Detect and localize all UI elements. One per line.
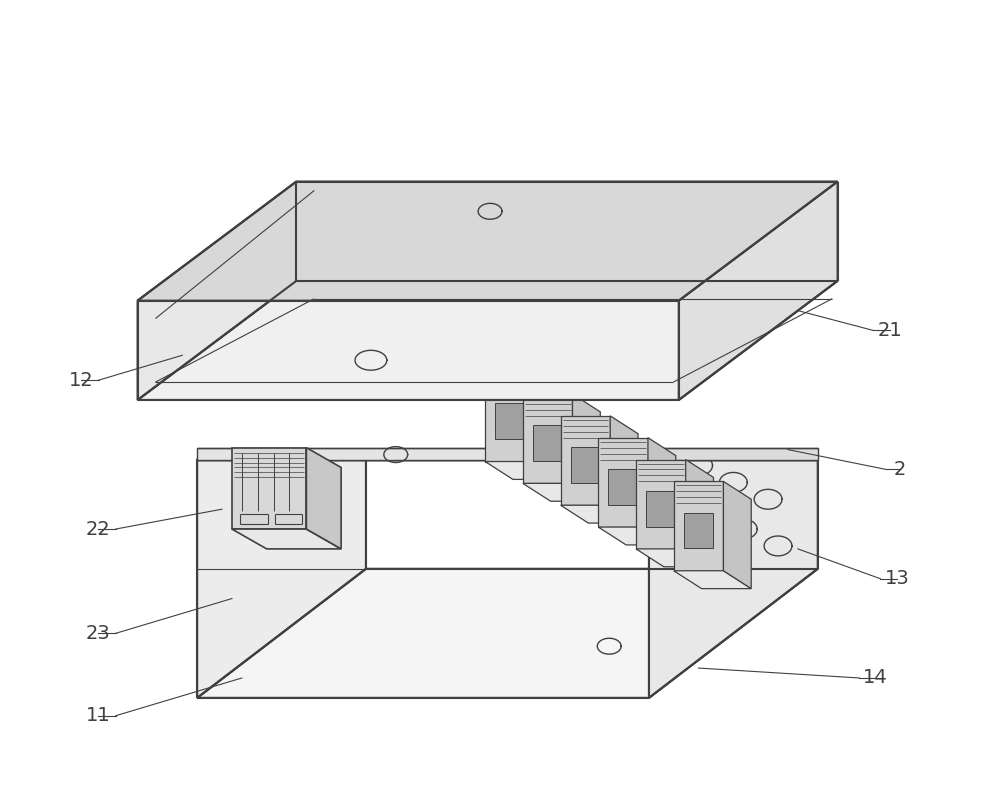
Polygon shape xyxy=(723,481,751,589)
Polygon shape xyxy=(485,372,535,462)
Polygon shape xyxy=(232,447,306,529)
Polygon shape xyxy=(649,459,818,697)
Polygon shape xyxy=(138,281,838,400)
Polygon shape xyxy=(535,372,563,480)
Polygon shape xyxy=(197,569,818,697)
Polygon shape xyxy=(138,181,838,301)
Polygon shape xyxy=(561,505,638,523)
Text: 2: 2 xyxy=(894,460,906,479)
Polygon shape xyxy=(674,570,751,589)
Polygon shape xyxy=(533,425,563,461)
Polygon shape xyxy=(561,416,610,505)
Polygon shape xyxy=(636,549,713,567)
Polygon shape xyxy=(598,438,648,527)
Text: 14: 14 xyxy=(863,668,888,687)
Polygon shape xyxy=(648,438,676,545)
Polygon shape xyxy=(649,447,818,459)
Polygon shape xyxy=(495,403,525,439)
Polygon shape xyxy=(646,491,676,526)
Polygon shape xyxy=(572,394,600,501)
Polygon shape xyxy=(306,447,341,549)
Polygon shape xyxy=(571,447,600,483)
Polygon shape xyxy=(608,469,638,505)
Polygon shape xyxy=(485,462,563,480)
Polygon shape xyxy=(523,484,600,501)
Polygon shape xyxy=(679,181,838,400)
Polygon shape xyxy=(197,459,366,697)
Text: 23: 23 xyxy=(85,624,110,643)
Text: 11: 11 xyxy=(85,706,110,725)
Polygon shape xyxy=(598,527,676,545)
Polygon shape xyxy=(232,529,341,549)
Text: 12: 12 xyxy=(69,371,93,390)
Polygon shape xyxy=(138,181,296,400)
Polygon shape xyxy=(610,416,638,523)
Text: 21: 21 xyxy=(878,321,903,340)
Polygon shape xyxy=(686,459,713,567)
Polygon shape xyxy=(523,394,572,484)
Polygon shape xyxy=(684,513,713,548)
Text: 13: 13 xyxy=(885,569,910,588)
Polygon shape xyxy=(674,481,723,570)
Polygon shape xyxy=(636,459,686,549)
Text: 22: 22 xyxy=(85,519,110,539)
Polygon shape xyxy=(197,447,649,459)
